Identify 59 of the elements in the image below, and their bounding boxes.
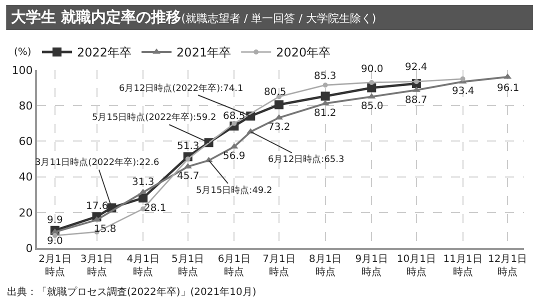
data-label: 15.8 xyxy=(94,224,116,235)
x-tick-label: 6月1日時点 xyxy=(218,254,251,278)
x-tick-label: 11月1日時点 xyxy=(443,254,482,278)
data-label: 85.0 xyxy=(361,101,384,112)
annotation: 5月15日時点:49.2 xyxy=(196,185,272,196)
data-label: 28.1 xyxy=(144,203,166,214)
chart-title: 大学生 就職内定率の推移 xyxy=(11,8,182,26)
data-label: 92.4 xyxy=(405,62,428,73)
data-label: 51.3 xyxy=(177,141,200,152)
legend-label: 2022年卒 xyxy=(77,46,132,60)
y-tick-label: 80 xyxy=(18,99,33,112)
point xyxy=(274,100,284,110)
chart-subtitle: (就職志望者 / 単一回答 / 大学院生除く) xyxy=(181,12,376,25)
data-label: 45.7 xyxy=(177,171,200,182)
data-label: 56.9 xyxy=(223,151,246,162)
point xyxy=(139,188,148,194)
x-tick-label: 12月1日時点 xyxy=(488,254,528,278)
data-label: 85.3 xyxy=(314,71,336,82)
point xyxy=(92,216,101,222)
data-label: 9.0 xyxy=(47,236,63,247)
data-label: 68.5 xyxy=(223,111,246,122)
point xyxy=(232,120,237,126)
x-tick-label: 2月1日時点 xyxy=(38,254,72,278)
data-label: 93.4 xyxy=(452,86,474,97)
data-label: 81.2 xyxy=(314,108,336,119)
x-tick-label: 7月1日時点 xyxy=(262,254,296,278)
data-label: 31.3 xyxy=(132,177,154,188)
annotation: 5月15日時点(2022年卒):59.2 xyxy=(92,112,216,123)
x-tick-label: 4月1日時点 xyxy=(126,254,160,278)
point xyxy=(320,92,330,101)
y-tick-label: 60 xyxy=(18,135,33,148)
annotation: 6月12日時点:65.3 xyxy=(268,154,344,165)
x-tick-label: 8月1日時点 xyxy=(308,254,342,278)
annotation: 3月11日時点(2022年卒):22.6 xyxy=(35,157,160,168)
point xyxy=(369,80,374,85)
y-axis-title: (%) xyxy=(14,47,32,58)
x-tick-label: 5月1日時点 xyxy=(172,254,204,278)
y-tick-label: 40 xyxy=(18,170,33,184)
annotation: 6月12日時点(2022年卒):74.1 xyxy=(119,83,244,94)
data-label: 80.5 xyxy=(264,87,286,98)
x-tick-label: 10月1日時点 xyxy=(396,254,436,278)
data-label: 90.0 xyxy=(361,64,384,75)
y-tick-label: 20 xyxy=(18,206,33,220)
point xyxy=(138,193,148,202)
data-label: 96.1 xyxy=(497,83,520,94)
point xyxy=(321,100,330,106)
x-tick-label: 3月1日時点 xyxy=(80,254,114,278)
data-label: 88.7 xyxy=(405,95,428,106)
source-note: 出典：「就職プロセス調査(2022年卒)」(2021年10月) xyxy=(7,286,256,298)
x-tick-label: 9月1日時点 xyxy=(355,254,388,278)
point xyxy=(322,82,328,88)
data-label: 73.2 xyxy=(268,122,290,133)
point xyxy=(367,83,376,92)
point xyxy=(504,73,512,79)
data-label: 9.9 xyxy=(47,215,63,226)
legend-label: 2021年卒 xyxy=(176,46,232,60)
y-tick-label: 0 xyxy=(26,242,33,255)
y-tick-label: 100 xyxy=(12,64,33,77)
legend-label: 2020年卒 xyxy=(276,46,331,60)
